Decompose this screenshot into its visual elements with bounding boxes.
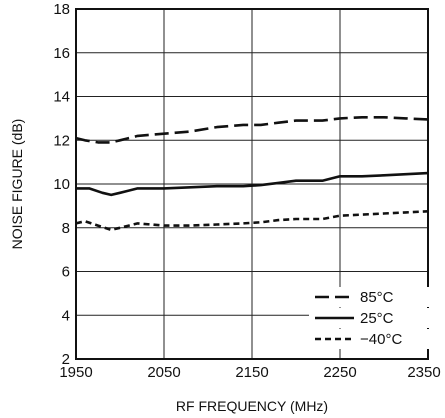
y-axis-title: NOISE FIGURE (dB) — [9, 119, 25, 250]
legend-bg — [309, 287, 434, 307]
series-lines — [75, 116, 429, 232]
x-tick-label: 1950 — [59, 364, 92, 381]
series-line-0 — [75, 116, 429, 144]
y-tick-label: 4 — [62, 307, 70, 324]
x-tick-labels: 1950 2050 2150 2250 2350 — [59, 364, 440, 381]
x-tick-label: 2150 — [235, 364, 268, 381]
legend-label: 85°C — [360, 289, 394, 306]
legend-bg — [309, 329, 434, 349]
y-tick-label: 16 — [53, 45, 70, 62]
y-tick-label: 6 — [62, 264, 70, 281]
plot-frame — [75, 8, 429, 360]
x-tick-label: 2350 — [407, 364, 440, 381]
legend-label: −40°C — [360, 331, 402, 348]
y-tick-label: 10 — [53, 176, 70, 193]
series-line-1 — [76, 171, 429, 197]
y-tick-label: 12 — [53, 132, 70, 149]
y-tick-label: 8 — [62, 220, 70, 237]
y-tick-labels: 2 4 6 8 10 12 14 16 18 — [53, 1, 70, 368]
legend-label: 25°C — [360, 310, 394, 327]
y-tick-label: 14 — [53, 89, 70, 106]
y-tick-label: 18 — [53, 1, 70, 18]
x-axis-title: RF FREQUENCY (MHz) — [176, 398, 328, 414]
x-tick-label: 2050 — [147, 364, 180, 381]
x-tick-label: 2250 — [323, 364, 356, 381]
legend: 85°C 25°C −40°C — [309, 287, 434, 349]
legend-bg — [309, 308, 434, 328]
y-tick-label: 2 — [62, 351, 70, 368]
